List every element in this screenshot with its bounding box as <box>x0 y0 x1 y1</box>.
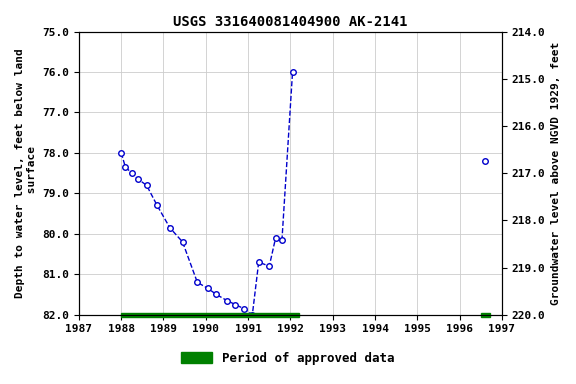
Legend: Period of approved data: Period of approved data <box>176 347 400 370</box>
Bar <box>121 313 299 317</box>
Y-axis label: Groundwater level above NGVD 1929, feet: Groundwater level above NGVD 1929, feet <box>551 41 561 305</box>
Y-axis label: Depth to water level, feet below land
 surface: Depth to water level, feet below land su… <box>15 48 37 298</box>
Bar <box>481 313 490 317</box>
Title: USGS 331640081404900 AK-2141: USGS 331640081404900 AK-2141 <box>173 15 408 29</box>
